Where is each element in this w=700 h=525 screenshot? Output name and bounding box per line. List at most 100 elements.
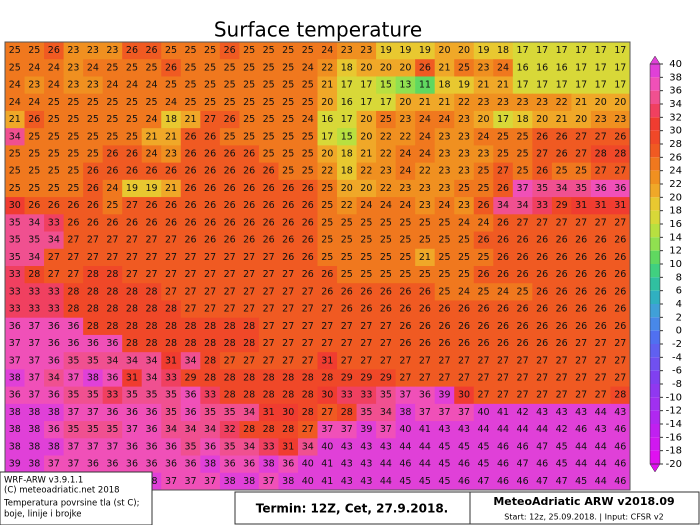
temperature-cell (278, 352, 299, 370)
temperature-cell (610, 438, 631, 457)
temperature-cell (239, 438, 260, 457)
colorbar-band (650, 197, 660, 211)
temperature-cell (278, 438, 299, 457)
temperature-value: 38 (243, 476, 255, 487)
temperature-value: 23 (458, 200, 470, 211)
temperature-cell (63, 197, 84, 215)
temperature-cell (532, 128, 553, 146)
temperature-cell (356, 455, 377, 474)
temperature-cell (610, 128, 631, 146)
temperature-value: 27 (536, 149, 548, 160)
temperature-value: 25 (106, 114, 118, 125)
temperature-value: 27 (282, 269, 294, 280)
temperature-value: 27 (145, 252, 157, 263)
temperature-cell (376, 93, 397, 112)
temperature-cell (83, 59, 104, 77)
temperature-value: 28 (224, 338, 236, 349)
temperature-value: 28 (87, 304, 99, 315)
temperature-value: 28 (243, 321, 255, 332)
temperature-cell (44, 145, 65, 164)
temperature-value: 26 (380, 286, 392, 297)
temperature-value: 39 (438, 390, 450, 401)
temperature-value: 28 (224, 321, 236, 332)
temperature-value: 27 (497, 373, 509, 384)
temperature-cell (356, 76, 377, 95)
temperature-value: 34 (28, 252, 40, 263)
temperature-cell (551, 472, 572, 491)
temperature-value: 45 (438, 441, 450, 452)
temperature-cell (63, 42, 84, 60)
temperature-value: 25 (399, 217, 411, 228)
temperature-cell (395, 386, 416, 405)
temperature-value: 28 (243, 373, 255, 384)
temperature-value: 25 (224, 62, 236, 73)
temperature-value: 28 (145, 304, 157, 315)
temperature-cell (102, 352, 123, 370)
temperature-value: 45 (575, 476, 587, 487)
temperature-value: 26 (517, 235, 529, 246)
temperature-cell (337, 197, 358, 215)
temperature-cell (317, 248, 338, 267)
temperature-value: 27 (165, 252, 177, 263)
temperature-cell (571, 283, 592, 301)
temperature-cell (122, 145, 143, 164)
temperature-cell (83, 248, 104, 267)
temperature-value: 11 (419, 80, 431, 91)
temperature-cell (337, 110, 358, 129)
temperature-cell (512, 352, 533, 370)
temperature-cell (415, 128, 436, 146)
temperature-cell (44, 197, 65, 215)
temperature-cell (454, 369, 475, 388)
temperature-cell (200, 42, 221, 60)
temperature-value: 36 (106, 373, 118, 384)
temperature-cell (493, 231, 514, 250)
colorbar-band (650, 370, 660, 384)
temperature-cell (161, 93, 182, 112)
temperature-value: 25 (48, 183, 60, 194)
temperature-cell (415, 110, 436, 129)
temperature-cell (376, 145, 397, 164)
temperature-cell (83, 93, 104, 112)
temperature-value: 26 (282, 200, 294, 211)
temperature-value: 26 (517, 321, 529, 332)
temperature-value: 36 (87, 338, 99, 349)
temperature-value: 35 (9, 235, 21, 246)
temperature-cell (278, 300, 299, 319)
temperature-cell (122, 162, 143, 181)
temperature-cell (454, 438, 475, 457)
temperature-value: 26 (517, 338, 529, 349)
temperature-value: 23 (399, 114, 411, 125)
temperature-value: 27 (282, 338, 294, 349)
temperature-value: 37 (67, 441, 79, 452)
temperature-cell (434, 317, 455, 336)
temperature-value: 31 (614, 200, 626, 211)
temperature-cell (102, 421, 123, 439)
temperature-cell (297, 369, 318, 388)
temperature-cell (493, 403, 514, 422)
temperature-value: 24 (458, 217, 470, 228)
temperature-cell (297, 214, 318, 233)
temperature-cell (356, 197, 377, 215)
temperature-value: 37 (419, 407, 431, 418)
temperature-value: 26 (438, 338, 450, 349)
temperature-cell (493, 455, 514, 474)
temperature-cell (141, 59, 162, 77)
temperature-cell (219, 300, 240, 319)
temperature-value: 16 (556, 62, 568, 73)
temperature-value: 17 (380, 97, 392, 108)
temperature-value: 38 (28, 459, 40, 470)
temperature-value: 31 (263, 407, 275, 418)
temperature-cell (434, 421, 455, 439)
colorbar-band (650, 450, 660, 464)
temperature-value: 26 (556, 149, 568, 160)
temperature-value: 37 (380, 424, 392, 435)
temperature-cell (44, 162, 65, 181)
temperature-value: 21 (185, 114, 197, 125)
temperature-value: 43 (341, 441, 353, 452)
temperature-cell (532, 248, 553, 267)
temperature-cell (454, 214, 475, 233)
temperature-cell (376, 421, 397, 439)
temperature-cell (239, 386, 260, 405)
temperature-value: 35 (87, 390, 99, 401)
temperature-value: 17 (556, 80, 568, 91)
